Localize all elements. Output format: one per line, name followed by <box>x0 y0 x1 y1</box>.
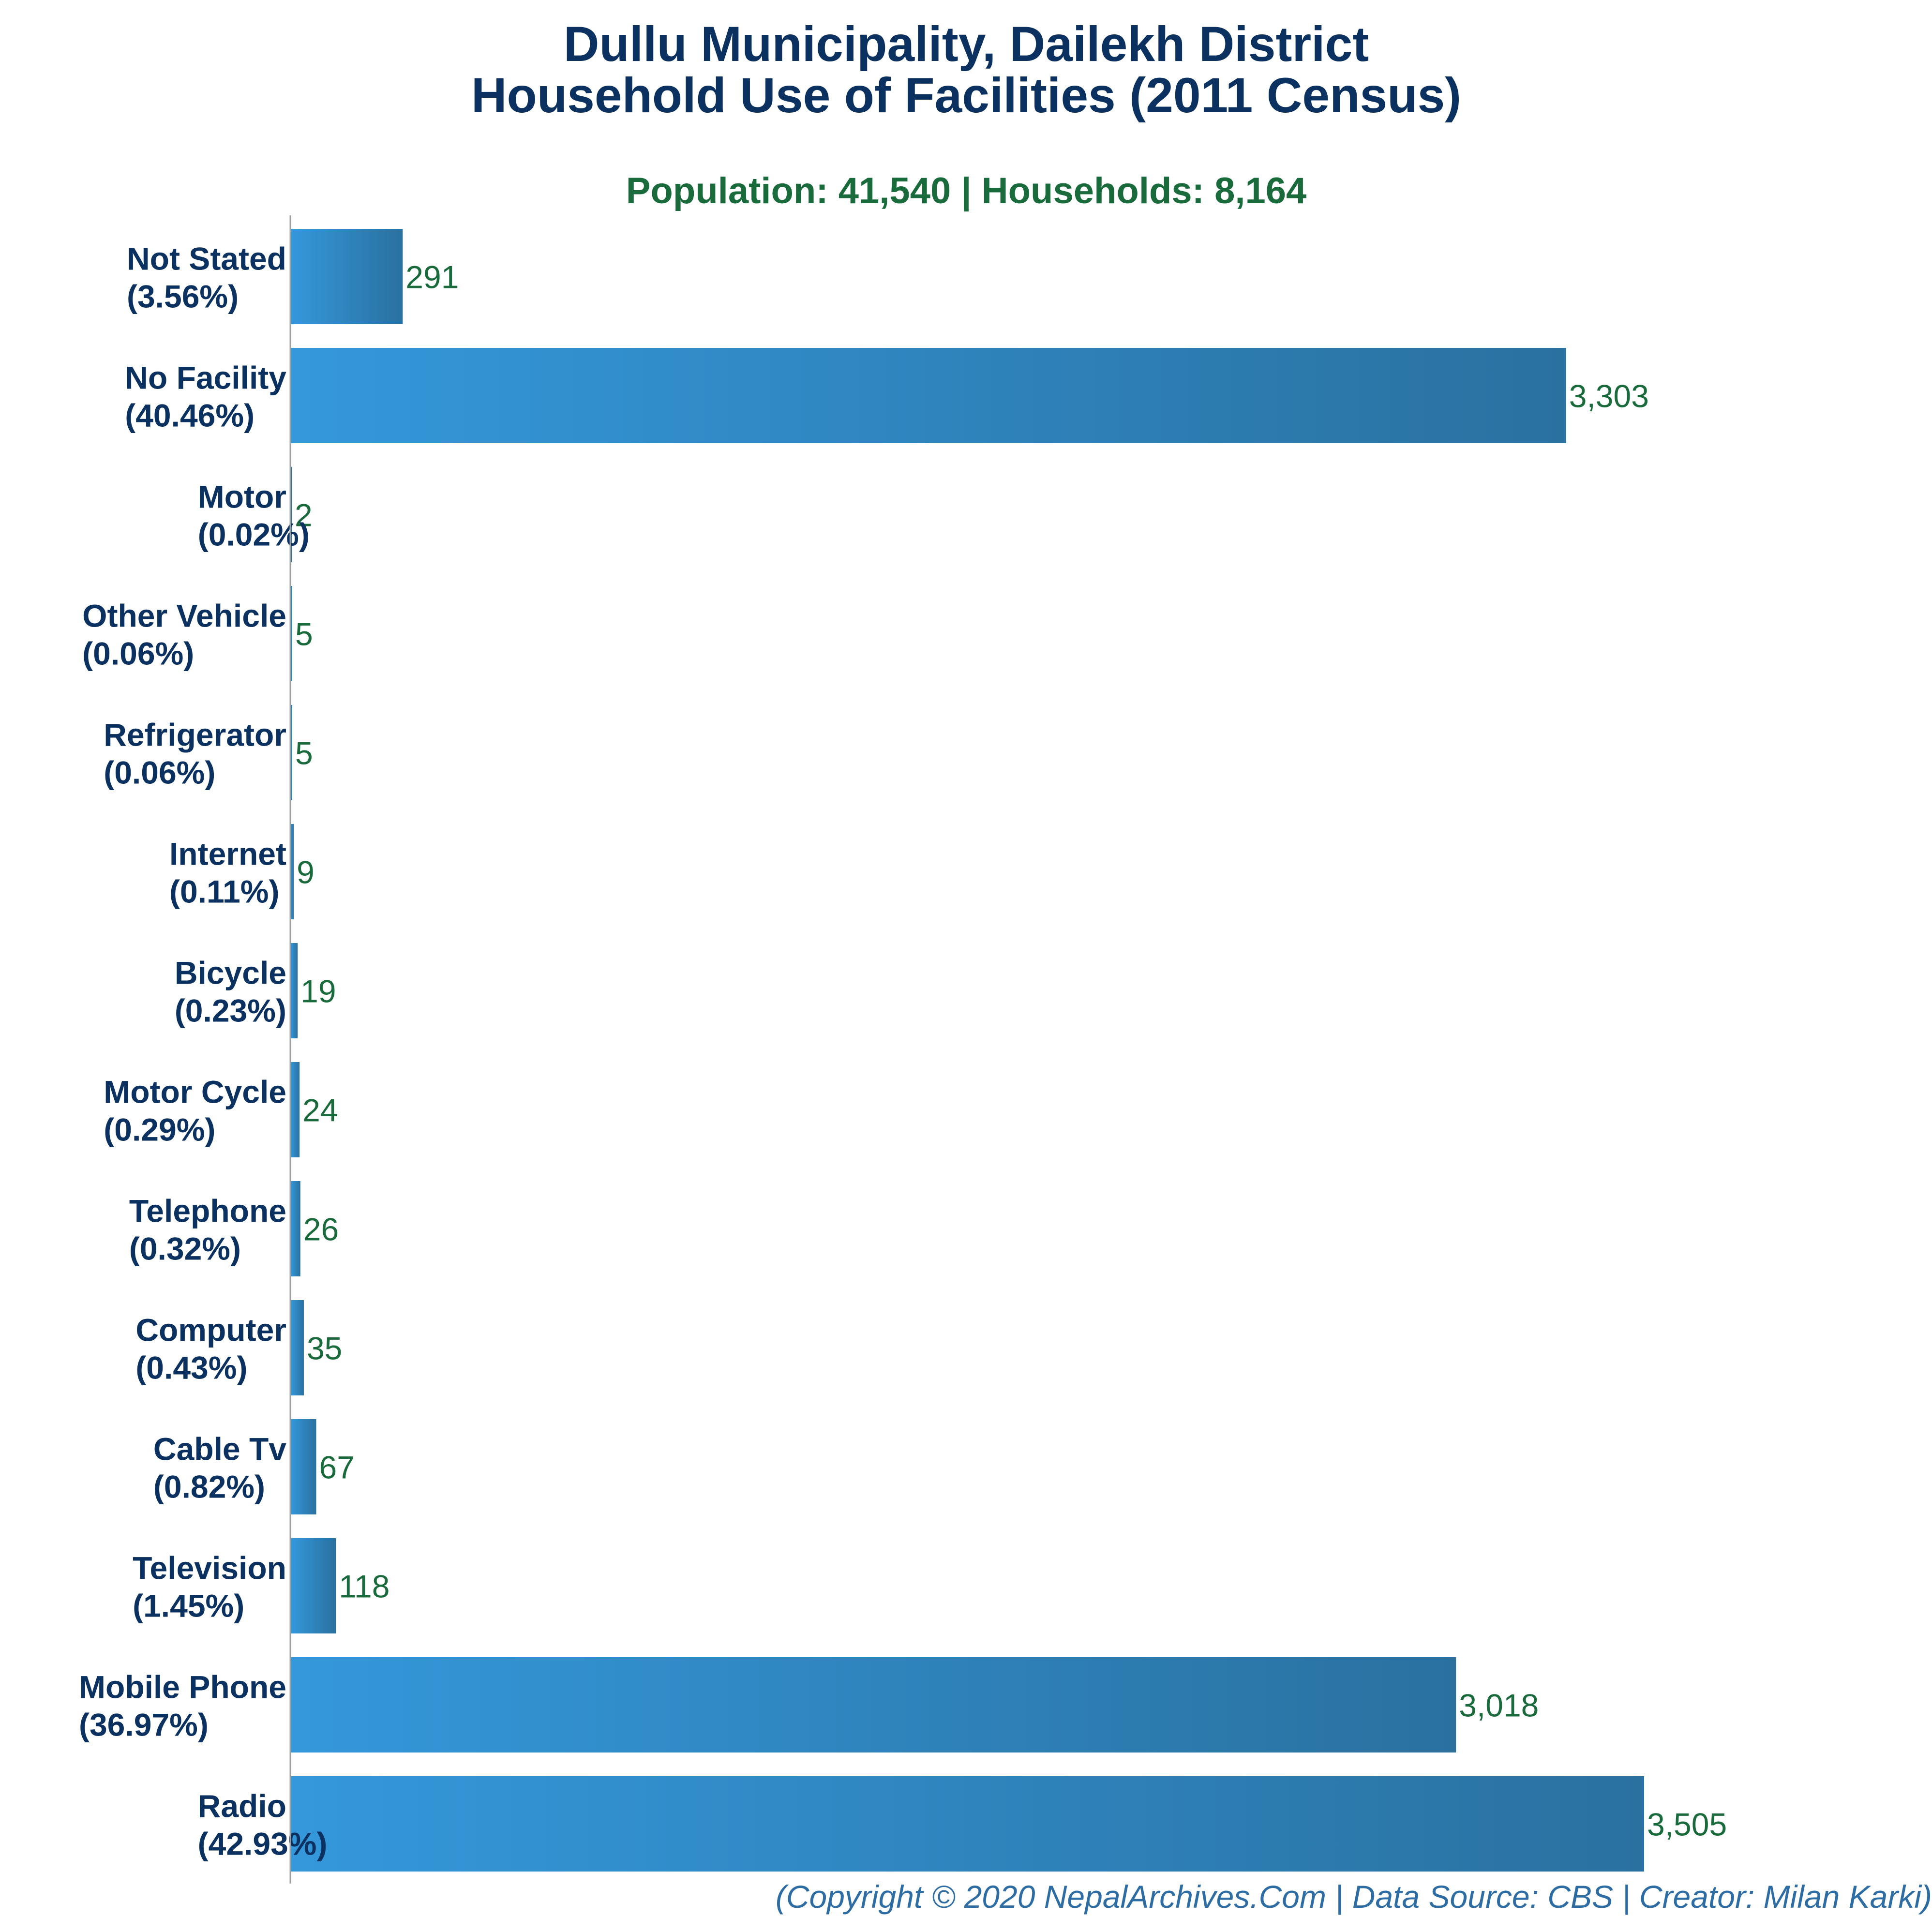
bar-telephone <box>290 1181 300 1276</box>
category-label: Radio <box>198 1788 286 1824</box>
category-label: Motor Cycle <box>104 1074 286 1110</box>
bar-value-label: 26 <box>303 1212 339 1247</box>
category-label: Mobile Phone <box>79 1669 286 1705</box>
chart-title-line2: Household Use of Facilities (2011 Census… <box>471 68 1461 123</box>
bar-value-label: 19 <box>300 973 336 1009</box>
category-label: Refrigerator <box>104 717 286 753</box>
category-percent-label: (0.82%) <box>153 1469 265 1505</box>
category-label: Cable Tv <box>153 1431 286 1467</box>
category-percent-label: (0.11%) <box>169 874 279 910</box>
category-percent-label: (36.97%) <box>79 1707 209 1743</box>
bar-other-vehicle <box>290 586 292 681</box>
category-percent-label: (0.43%) <box>135 1350 247 1386</box>
bar-value-label: 35 <box>307 1331 342 1366</box>
category-percent-label: (0.32%) <box>129 1231 241 1267</box>
bar-mobile-phone <box>290 1657 1456 1752</box>
bar-value-label: 5 <box>295 616 313 652</box>
bar-internet <box>290 824 294 919</box>
bar-value-label: 67 <box>319 1450 354 1485</box>
bar-value-label: 2 <box>295 497 313 533</box>
chart-subtitle: Population: 41,540 | Households: 8,164 <box>626 170 1307 212</box>
category-label: Computer <box>135 1312 286 1348</box>
category-percent-label: (0.06%) <box>82 636 194 672</box>
bar-value-label: 3,018 <box>1459 1688 1539 1723</box>
bar-television <box>290 1538 336 1633</box>
category-percent-label: (0.02%) <box>198 517 310 553</box>
bars: 291 Not Stated(3.56%) 3,303 No Facility(40.… <box>79 229 1727 1872</box>
bar-refrigerator <box>290 705 292 800</box>
category-label: Other Vehicle <box>82 598 286 634</box>
category-percent-label: (40.46%) <box>125 398 255 434</box>
category-percent-label: (1.45%) <box>133 1588 244 1624</box>
bar-computer <box>290 1300 304 1395</box>
bar-value-label: 9 <box>297 854 315 890</box>
bar-value-label: 24 <box>302 1093 338 1128</box>
bar-value-label: 118 <box>339 1569 389 1604</box>
category-percent-label: (0.06%) <box>104 755 215 791</box>
bar-value-label: 3,303 <box>1569 378 1649 414</box>
footer-credit: (Copyright © 2020 NepalArchives.Com | Da… <box>776 1879 1932 1916</box>
bar-value-label: 3,505 <box>1647 1807 1727 1842</box>
category-percent-label: (42.93%) <box>198 1826 328 1862</box>
category-label: Telephone <box>129 1193 286 1229</box>
bar-not-stated <box>290 229 403 324</box>
category-percent-label: (3.56%) <box>127 279 239 315</box>
bar-value-label: 5 <box>295 735 313 771</box>
bar-motor-cycle <box>290 1062 300 1157</box>
category-label: Motor <box>198 479 286 515</box>
category-label: Television <box>133 1550 286 1586</box>
category-label: Bicycle <box>175 955 286 991</box>
category-percent-label: (0.29%) <box>104 1112 215 1148</box>
bar-value-label: 291 <box>405 259 459 295</box>
bar-bicycle <box>290 943 298 1038</box>
category-label: Not Stated <box>127 241 286 277</box>
category-percent-label: (0.23%) <box>175 993 286 1029</box>
category-label: Internet <box>169 836 286 872</box>
bar-radio <box>290 1776 1644 1872</box>
chart-title: Dullu Municipality, Dailekh District <box>564 16 1369 72</box>
bar-no-facility <box>290 348 1566 443</box>
category-label: No Facility <box>125 360 286 396</box>
bar-cable-tv <box>290 1419 316 1514</box>
